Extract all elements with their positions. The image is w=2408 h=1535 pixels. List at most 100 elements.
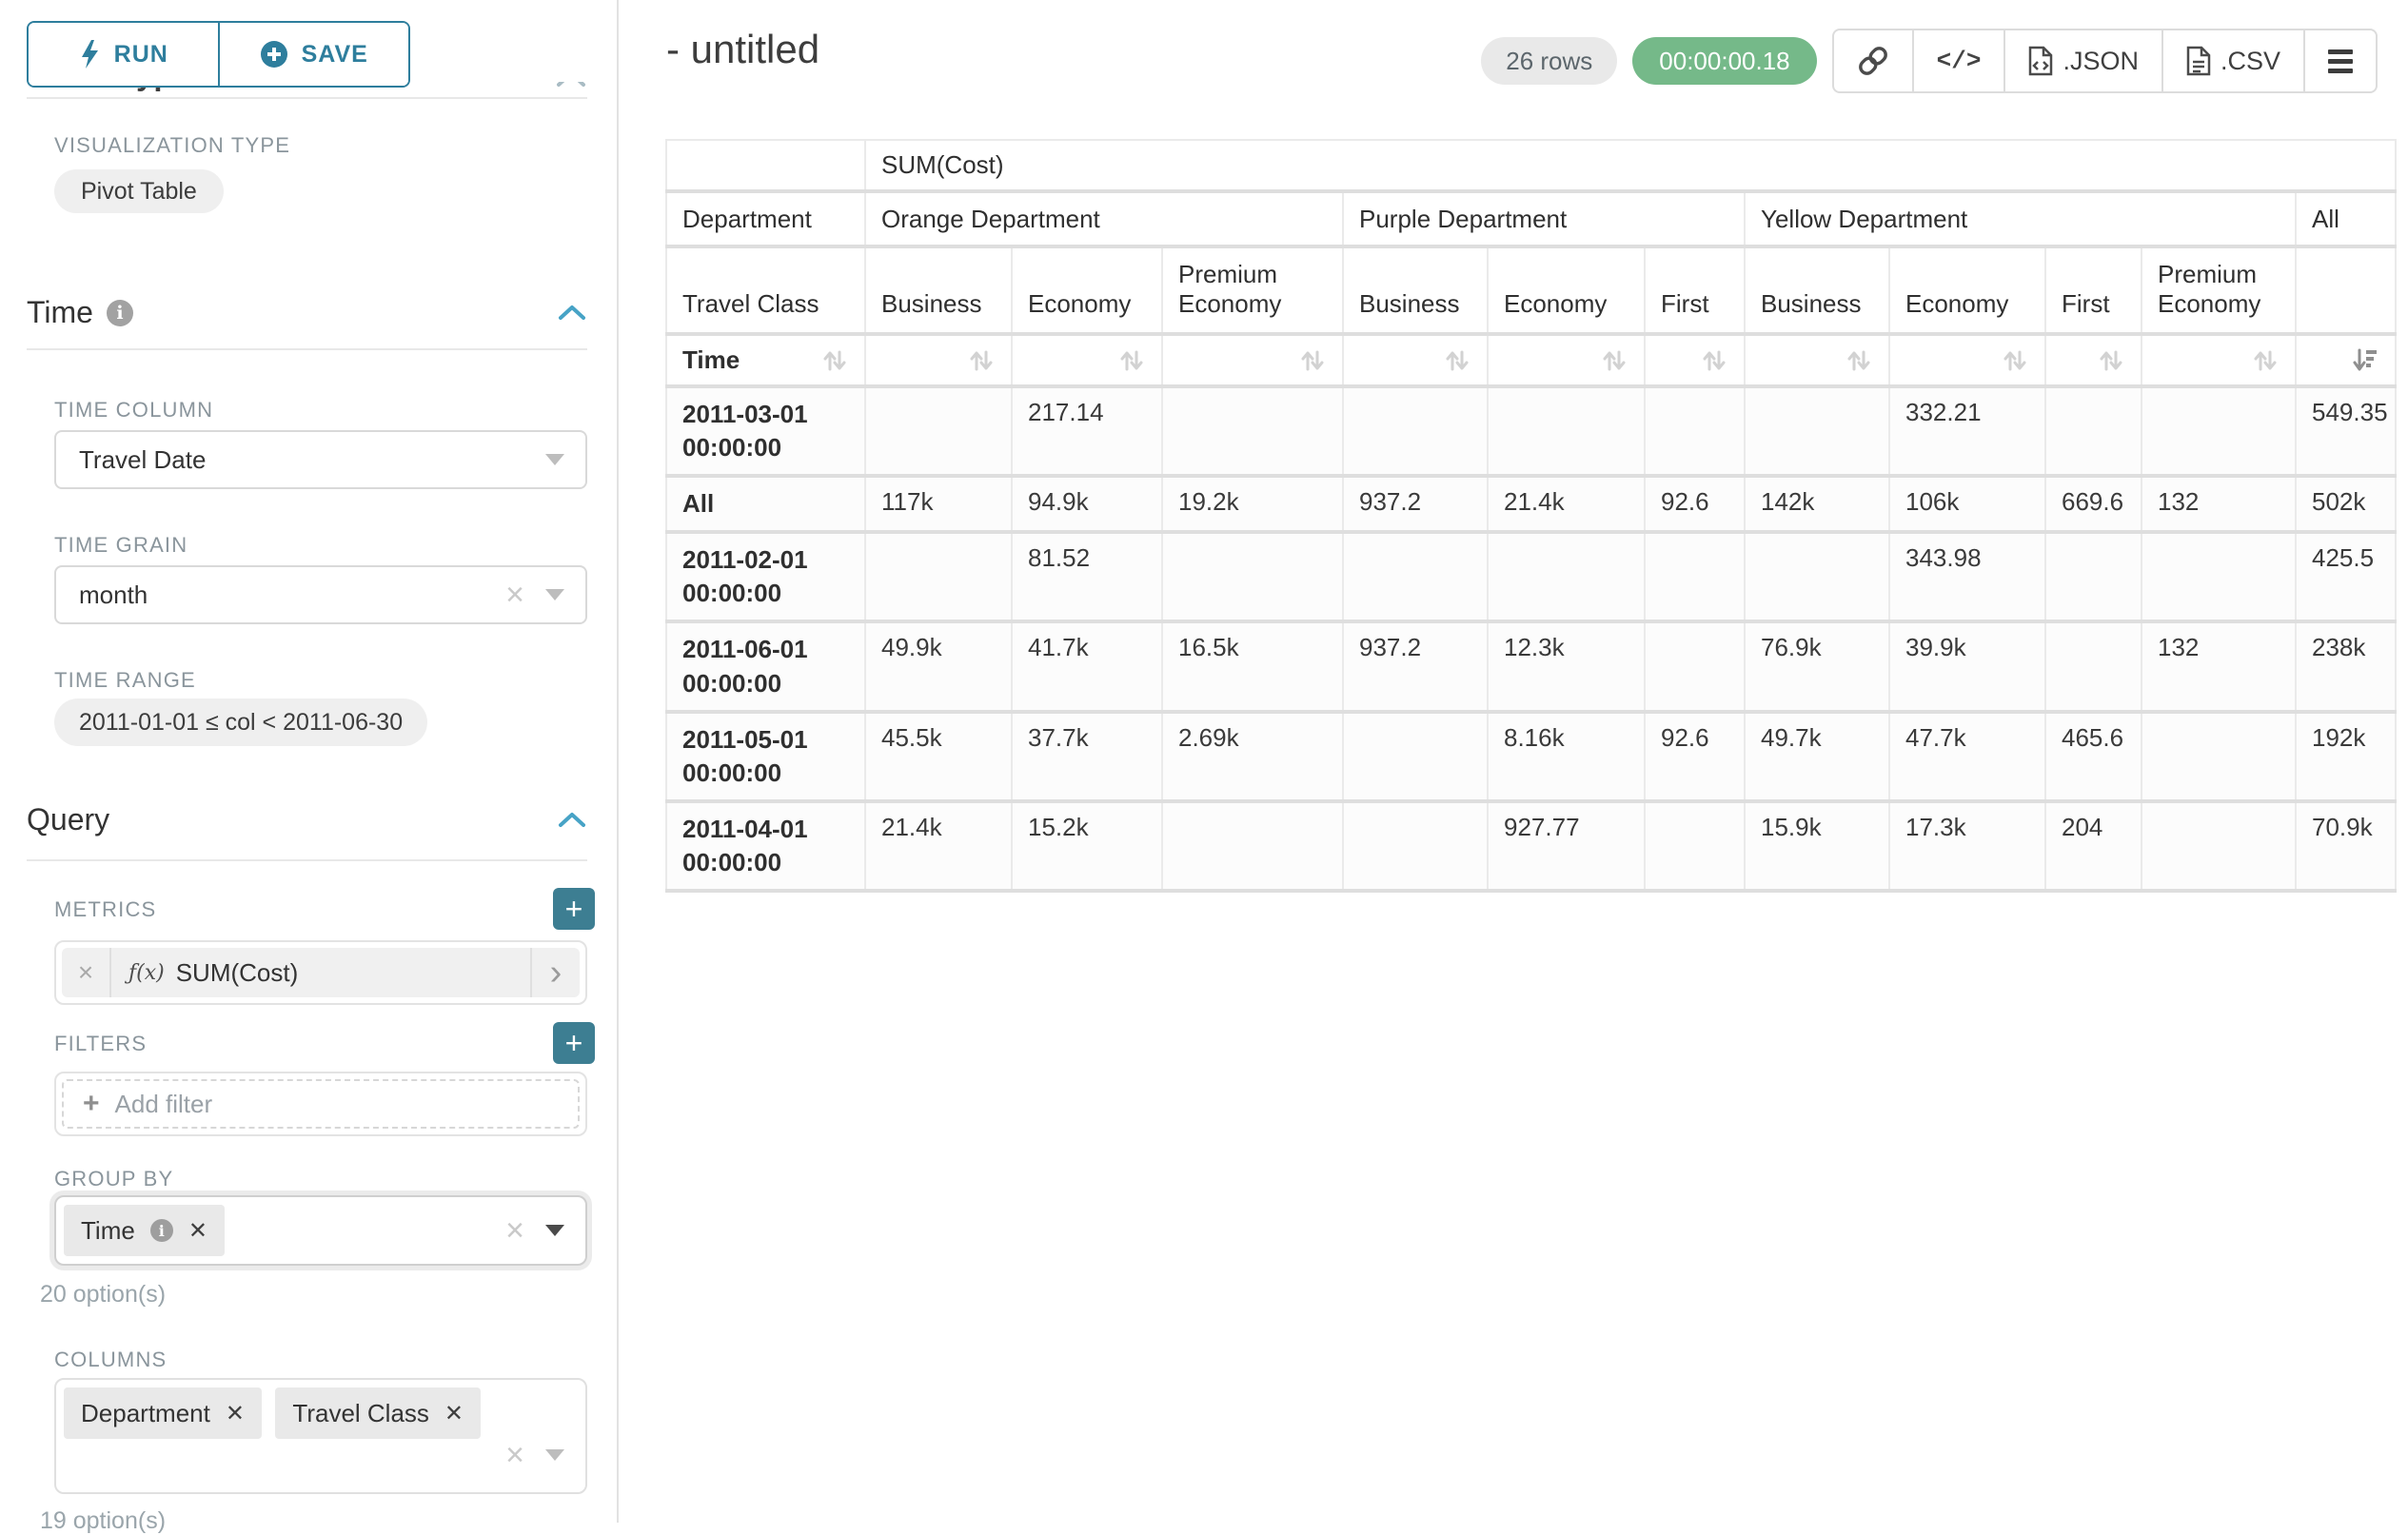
sort-icon[interactable] bbox=[2251, 346, 2280, 375]
remove-tag-icon[interactable]: ✕ bbox=[444, 1400, 464, 1427]
class-header: Business bbox=[1342, 246, 1489, 336]
sort-icon[interactable] bbox=[1845, 346, 1873, 375]
run-button[interactable]: RUN bbox=[29, 23, 220, 86]
class-header: Premium Economy bbox=[2141, 246, 2297, 336]
group-header-all: All bbox=[2294, 190, 2398, 248]
metric-pill[interactable]: × ƒ(x) SUM(Cost) › bbox=[62, 948, 580, 997]
export-csv-button[interactable]: .CSV bbox=[2161, 30, 2303, 91]
chart-title[interactable]: - untitled bbox=[666, 27, 820, 71]
clear-icon[interactable]: × bbox=[505, 577, 524, 613]
cell: 94.9k bbox=[1011, 475, 1163, 535]
cell: 132 bbox=[2141, 620, 2297, 714]
sort-header-time[interactable]: Time bbox=[665, 333, 866, 388]
sort-header-cell[interactable] bbox=[2141, 333, 2297, 388]
divider bbox=[27, 348, 587, 350]
sort-header-cell[interactable] bbox=[864, 333, 1013, 388]
cell bbox=[2044, 620, 2142, 714]
metrics-box: × ƒ(x) SUM(Cost) › bbox=[54, 940, 587, 1005]
columns-tag-department[interactable]: Department ✕ bbox=[64, 1387, 262, 1439]
cell: 92.6 bbox=[1644, 710, 1746, 803]
remove-tag-icon[interactable]: ✕ bbox=[188, 1217, 207, 1244]
cell: 21.4k bbox=[1487, 475, 1646, 535]
time-column-select[interactable]: Travel Date bbox=[54, 430, 587, 489]
sort-icon[interactable] bbox=[967, 346, 996, 375]
sort-header-cell[interactable] bbox=[1342, 333, 1489, 388]
export-json-button[interactable]: .JSON bbox=[2003, 30, 2161, 91]
sort-header-cell[interactable] bbox=[2044, 333, 2142, 388]
chevron-down-icon[interactable] bbox=[545, 1449, 564, 1461]
metrics-label: METRICS bbox=[54, 897, 157, 921]
sort-header-cell[interactable] bbox=[1744, 333, 1890, 388]
visualization-type-pill[interactable]: Pivot Table bbox=[54, 169, 224, 213]
clear-icon[interactable]: × bbox=[505, 1212, 524, 1249]
sort-header-cell[interactable] bbox=[1487, 333, 1646, 388]
chart-type-section-chevron[interactable] bbox=[555, 82, 587, 89]
sort-header-cell[interactable] bbox=[1888, 333, 2046, 388]
class-header: Business bbox=[864, 246, 1013, 336]
add-metric-button[interactable]: + bbox=[553, 888, 595, 930]
cell bbox=[2044, 531, 2142, 624]
table-row: 2011-06-01 00:00:00 49.9k 41.7k 16.5k 93… bbox=[665, 620, 2398, 714]
class-header: Business bbox=[1744, 246, 1890, 336]
query-timer-badge: 00:00:00.18 bbox=[1632, 37, 1817, 85]
cell bbox=[1744, 531, 1890, 624]
sort-header-cell[interactable] bbox=[1644, 333, 1746, 388]
group-by-select[interactable]: Time i ✕ × bbox=[54, 1195, 587, 1266]
sort-icon[interactable] bbox=[1298, 346, 1327, 375]
view-query-button[interactable]: </> bbox=[1911, 30, 2004, 91]
add-filter-dropzone[interactable]: + Add filter bbox=[62, 1079, 580, 1129]
chevron-right-icon[interactable]: › bbox=[530, 948, 580, 997]
sort-descending-icon[interactable] bbox=[2351, 346, 2379, 375]
cell bbox=[1744, 384, 1890, 479]
more-options-button[interactable] bbox=[2303, 30, 2376, 91]
group-by-option-count: 20 option(s) bbox=[40, 1281, 167, 1308]
chevron-down-icon[interactable] bbox=[545, 454, 564, 465]
time-column-value: Travel Date bbox=[79, 444, 207, 474]
copy-link-button[interactable] bbox=[1834, 30, 1912, 91]
table-row: 2011-02-01 00:00:00 81.52 343.98 425.5 bbox=[665, 531, 2398, 624]
sort-icon[interactable] bbox=[2001, 346, 2029, 375]
department-axis-label: Department bbox=[665, 190, 866, 248]
chevron-down-icon[interactable] bbox=[545, 1225, 564, 1236]
sort-icon[interactable] bbox=[1443, 346, 1471, 375]
add-filter-button[interactable]: + bbox=[553, 1022, 595, 1064]
time-grain-select[interactable]: month × bbox=[54, 565, 587, 624]
export-csv-label: .CSV bbox=[2220, 46, 2280, 75]
table-row: 2011-05-01 00:00:00 45.5k 37.7k 2.69k 8.… bbox=[665, 710, 2398, 803]
chevron-down-icon[interactable] bbox=[545, 589, 564, 600]
cell: 117k bbox=[864, 475, 1013, 535]
sort-icon[interactable] bbox=[820, 346, 849, 375]
sort-icon[interactable] bbox=[1117, 346, 1146, 375]
time-range-pill[interactable]: 2011-01-01 ≤ col < 2011-06-30 bbox=[54, 699, 428, 746]
cell: 217.14 bbox=[1011, 384, 1163, 479]
remove-tag-icon[interactable]: ✕ bbox=[225, 1400, 245, 1427]
sort-icon[interactable] bbox=[1700, 346, 1728, 375]
columns-tag-travel-class[interactable]: Travel Class ✕ bbox=[275, 1387, 482, 1439]
sort-header-cell[interactable] bbox=[1161, 333, 1344, 388]
time-section-title: Time bbox=[27, 295, 93, 329]
metric-body[interactable]: ƒ(x) SUM(Cost) bbox=[111, 948, 530, 997]
cell: 332.21 bbox=[1888, 384, 2046, 479]
remove-metric-icon[interactable]: × bbox=[62, 948, 111, 997]
sort-icon[interactable] bbox=[2097, 346, 2125, 375]
sort-header-cell[interactable] bbox=[1011, 333, 1163, 388]
clear-icon[interactable]: × bbox=[505, 1437, 524, 1473]
fx-icon: ƒ(x) bbox=[128, 960, 165, 985]
save-button[interactable]: SAVE bbox=[219, 23, 408, 86]
row-header: 2011-05-01 00:00:00 bbox=[665, 710, 866, 803]
visualization-type-label: VISUALIZATION TYPE bbox=[54, 133, 291, 157]
cell bbox=[1342, 531, 1489, 624]
sort-icon[interactable] bbox=[1600, 346, 1628, 375]
info-icon[interactable]: i bbox=[149, 1219, 173, 1242]
row-header: 2011-02-01 00:00:00 bbox=[665, 531, 866, 624]
group-by-tag-time[interactable]: Time i ✕ bbox=[64, 1205, 225, 1256]
cell: 238k bbox=[2294, 620, 2398, 714]
time-section-collapse-chevron[interactable] bbox=[557, 303, 587, 326]
sort-header-cell-active[interactable] bbox=[2294, 333, 2398, 388]
columns-select[interactable]: Department ✕ Travel Class ✕ × bbox=[54, 1378, 587, 1494]
info-icon[interactable]: i bbox=[106, 299, 133, 326]
divider bbox=[27, 859, 587, 861]
query-section-collapse-chevron[interactable] bbox=[557, 810, 587, 834]
cell: 132 bbox=[2141, 475, 2297, 535]
cell bbox=[1342, 799, 1489, 894]
